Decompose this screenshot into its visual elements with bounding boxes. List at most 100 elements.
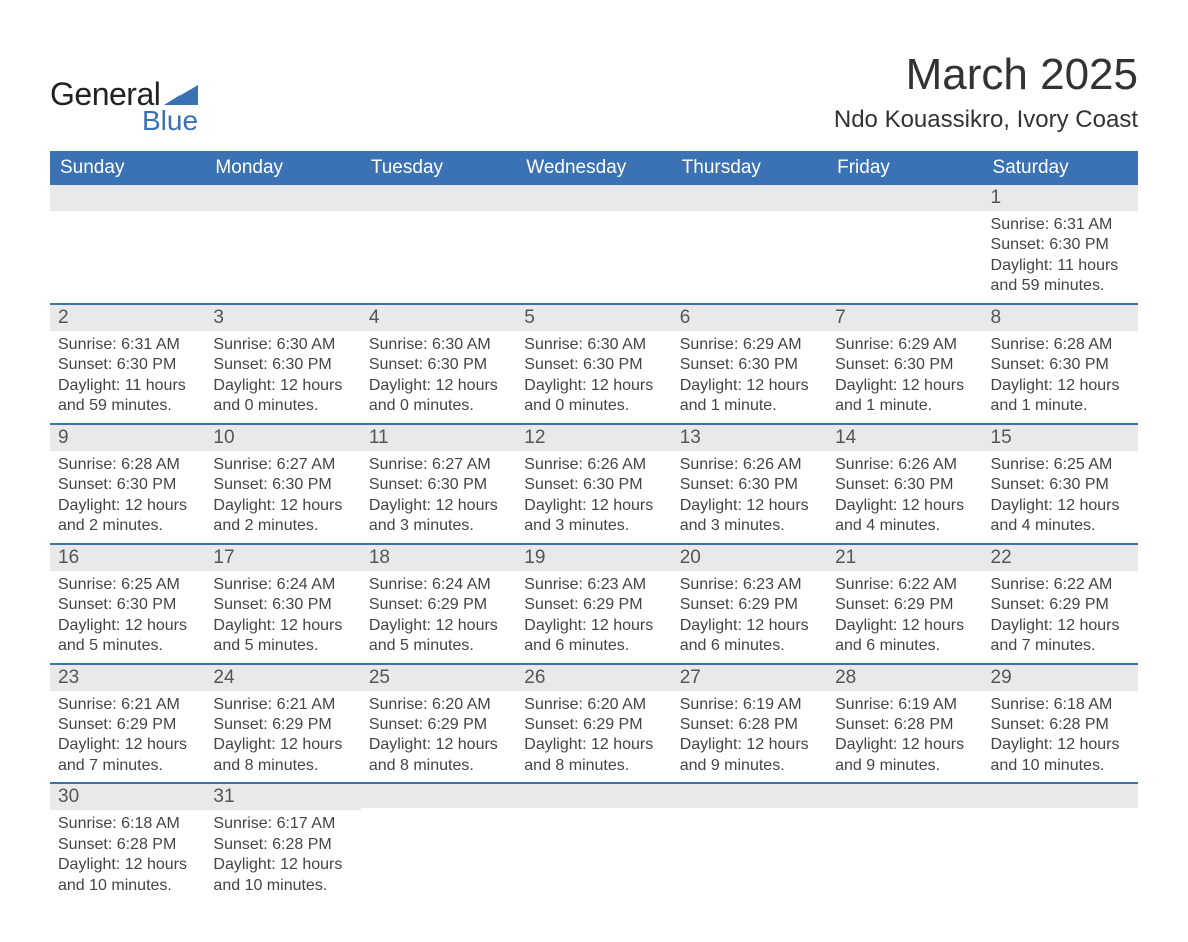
day-cell: 4Sunrise: 6:30 AMSunset: 6:30 PMDaylight… [361, 303, 516, 423]
empty-daynum-bar [516, 185, 671, 211]
day-number: 5 [516, 303, 671, 331]
sunset-line: Sunset: 6:29 PM [369, 595, 508, 615]
calendar-row: 2Sunrise: 6:31 AMSunset: 6:30 PMDaylight… [50, 303, 1138, 423]
empty-daynum-bar [672, 185, 827, 211]
empty-cell [50, 185, 205, 303]
sunset-line: Sunset: 6:30 PM [991, 475, 1130, 495]
sunset-line: Sunset: 6:28 PM [58, 835, 197, 855]
day-number: 30 [50, 782, 205, 810]
daylight-line: Daylight: 12 hours and 7 minutes. [991, 616, 1130, 657]
day-number: 12 [516, 423, 671, 451]
day-number: 22 [983, 543, 1138, 571]
sunset-line: Sunset: 6:29 PM [524, 715, 663, 735]
sunrise-line: Sunrise: 6:18 AM [58, 814, 197, 834]
daylight-line: Daylight: 12 hours and 9 minutes. [680, 735, 819, 776]
sunrise-line: Sunrise: 6:21 AM [58, 695, 197, 715]
sunset-line: Sunset: 6:30 PM [680, 355, 819, 375]
weekday-header: Sunday [50, 151, 205, 185]
sunset-line: Sunset: 6:29 PM [680, 595, 819, 615]
sunset-line: Sunset: 6:30 PM [680, 475, 819, 495]
sunrise-line: Sunrise: 6:30 AM [369, 335, 508, 355]
empty-daynum-bar [205, 185, 360, 211]
day-details: Sunrise: 6:19 AMSunset: 6:28 PMDaylight:… [827, 691, 982, 783]
day-cell: 13Sunrise: 6:26 AMSunset: 6:30 PMDayligh… [672, 423, 827, 543]
daylight-line: Daylight: 12 hours and 8 minutes. [213, 735, 352, 776]
sunset-line: Sunset: 6:30 PM [213, 475, 352, 495]
sunrise-line: Sunrise: 6:20 AM [369, 695, 508, 715]
day-number: 20 [672, 543, 827, 571]
sunset-line: Sunset: 6:29 PM [58, 715, 197, 735]
day-details: Sunrise: 6:24 AMSunset: 6:30 PMDaylight:… [205, 571, 360, 663]
daylight-line: Daylight: 12 hours and 3 minutes. [524, 496, 663, 537]
day-number: 19 [516, 543, 671, 571]
day-cell: 23Sunrise: 6:21 AMSunset: 6:29 PMDayligh… [50, 663, 205, 783]
day-details: Sunrise: 6:26 AMSunset: 6:30 PMDaylight:… [672, 451, 827, 543]
sunset-line: Sunset: 6:30 PM [369, 475, 508, 495]
sunrise-line: Sunrise: 6:30 AM [524, 335, 663, 355]
empty-daynum-bar [361, 782, 516, 808]
day-cell: 16Sunrise: 6:25 AMSunset: 6:30 PMDayligh… [50, 543, 205, 663]
day-cell: 29Sunrise: 6:18 AMSunset: 6:28 PMDayligh… [983, 663, 1138, 783]
day-cell: 27Sunrise: 6:19 AMSunset: 6:28 PMDayligh… [672, 663, 827, 783]
day-details: Sunrise: 6:25 AMSunset: 6:30 PMDaylight:… [983, 451, 1138, 543]
calendar-row: 30Sunrise: 6:18 AMSunset: 6:28 PMDayligh… [50, 782, 1138, 902]
daylight-line: Daylight: 12 hours and 2 minutes. [58, 496, 197, 537]
day-details: Sunrise: 6:20 AMSunset: 6:29 PMDaylight:… [361, 691, 516, 783]
weekday-header: Thursday [672, 151, 827, 185]
sunrise-line: Sunrise: 6:30 AM [213, 335, 352, 355]
sunset-line: Sunset: 6:30 PM [835, 475, 974, 495]
daylight-line: Daylight: 12 hours and 6 minutes. [835, 616, 974, 657]
sunrise-line: Sunrise: 6:27 AM [369, 455, 508, 475]
sunrise-line: Sunrise: 6:17 AM [213, 814, 352, 834]
day-cell: 24Sunrise: 6:21 AMSunset: 6:29 PMDayligh… [205, 663, 360, 783]
weekday-header: Saturday [983, 151, 1138, 185]
daylight-line: Daylight: 12 hours and 5 minutes. [369, 616, 508, 657]
empty-cell [361, 185, 516, 303]
brand-logo: General Blue [50, 50, 198, 137]
sunrise-line: Sunrise: 6:27 AM [213, 455, 352, 475]
sunrise-line: Sunrise: 6:23 AM [680, 575, 819, 595]
sunrise-line: Sunrise: 6:19 AM [680, 695, 819, 715]
empty-cell [827, 782, 982, 902]
sunrise-line: Sunrise: 6:26 AM [835, 455, 974, 475]
sunset-line: Sunset: 6:30 PM [835, 355, 974, 375]
weekday-header: Friday [827, 151, 982, 185]
day-number: 25 [361, 663, 516, 691]
day-details: Sunrise: 6:29 AMSunset: 6:30 PMDaylight:… [672, 331, 827, 423]
day-cell: 15Sunrise: 6:25 AMSunset: 6:30 PMDayligh… [983, 423, 1138, 543]
daylight-line: Daylight: 12 hours and 8 minutes. [369, 735, 508, 776]
day-number: 29 [983, 663, 1138, 691]
empty-daynum-bar [983, 782, 1138, 808]
sunset-line: Sunset: 6:30 PM [213, 595, 352, 615]
empty-cell [361, 782, 516, 902]
empty-day-body [361, 211, 516, 291]
sunset-line: Sunset: 6:30 PM [58, 355, 197, 375]
sunset-line: Sunset: 6:28 PM [991, 715, 1130, 735]
day-cell: 8Sunrise: 6:28 AMSunset: 6:30 PMDaylight… [983, 303, 1138, 423]
calendar-row: 23Sunrise: 6:21 AMSunset: 6:29 PMDayligh… [50, 663, 1138, 783]
day-cell: 10Sunrise: 6:27 AMSunset: 6:30 PMDayligh… [205, 423, 360, 543]
sunset-line: Sunset: 6:29 PM [835, 595, 974, 615]
sunset-line: Sunset: 6:29 PM [213, 715, 352, 735]
day-cell: 18Sunrise: 6:24 AMSunset: 6:29 PMDayligh… [361, 543, 516, 663]
day-cell: 26Sunrise: 6:20 AMSunset: 6:29 PMDayligh… [516, 663, 671, 783]
empty-day-body [205, 211, 360, 291]
sunset-line: Sunset: 6:29 PM [369, 715, 508, 735]
day-details: Sunrise: 6:28 AMSunset: 6:30 PMDaylight:… [983, 331, 1138, 423]
day-number: 7 [827, 303, 982, 331]
day-details: Sunrise: 6:21 AMSunset: 6:29 PMDaylight:… [50, 691, 205, 783]
daylight-line: Daylight: 12 hours and 1 minute. [680, 376, 819, 417]
daylight-line: Daylight: 12 hours and 6 minutes. [680, 616, 819, 657]
daylight-line: Daylight: 12 hours and 8 minutes. [524, 735, 663, 776]
day-details: Sunrise: 6:26 AMSunset: 6:30 PMDaylight:… [516, 451, 671, 543]
empty-cell [516, 185, 671, 303]
calendar-row: 1Sunrise: 6:31 AMSunset: 6:30 PMDaylight… [50, 185, 1138, 303]
day-number: 26 [516, 663, 671, 691]
day-cell: 22Sunrise: 6:22 AMSunset: 6:29 PMDayligh… [983, 543, 1138, 663]
day-number: 28 [827, 663, 982, 691]
day-number: 6 [672, 303, 827, 331]
day-number: 2 [50, 303, 205, 331]
day-number: 27 [672, 663, 827, 691]
day-cell: 3Sunrise: 6:30 AMSunset: 6:30 PMDaylight… [205, 303, 360, 423]
sunrise-line: Sunrise: 6:31 AM [991, 215, 1130, 235]
